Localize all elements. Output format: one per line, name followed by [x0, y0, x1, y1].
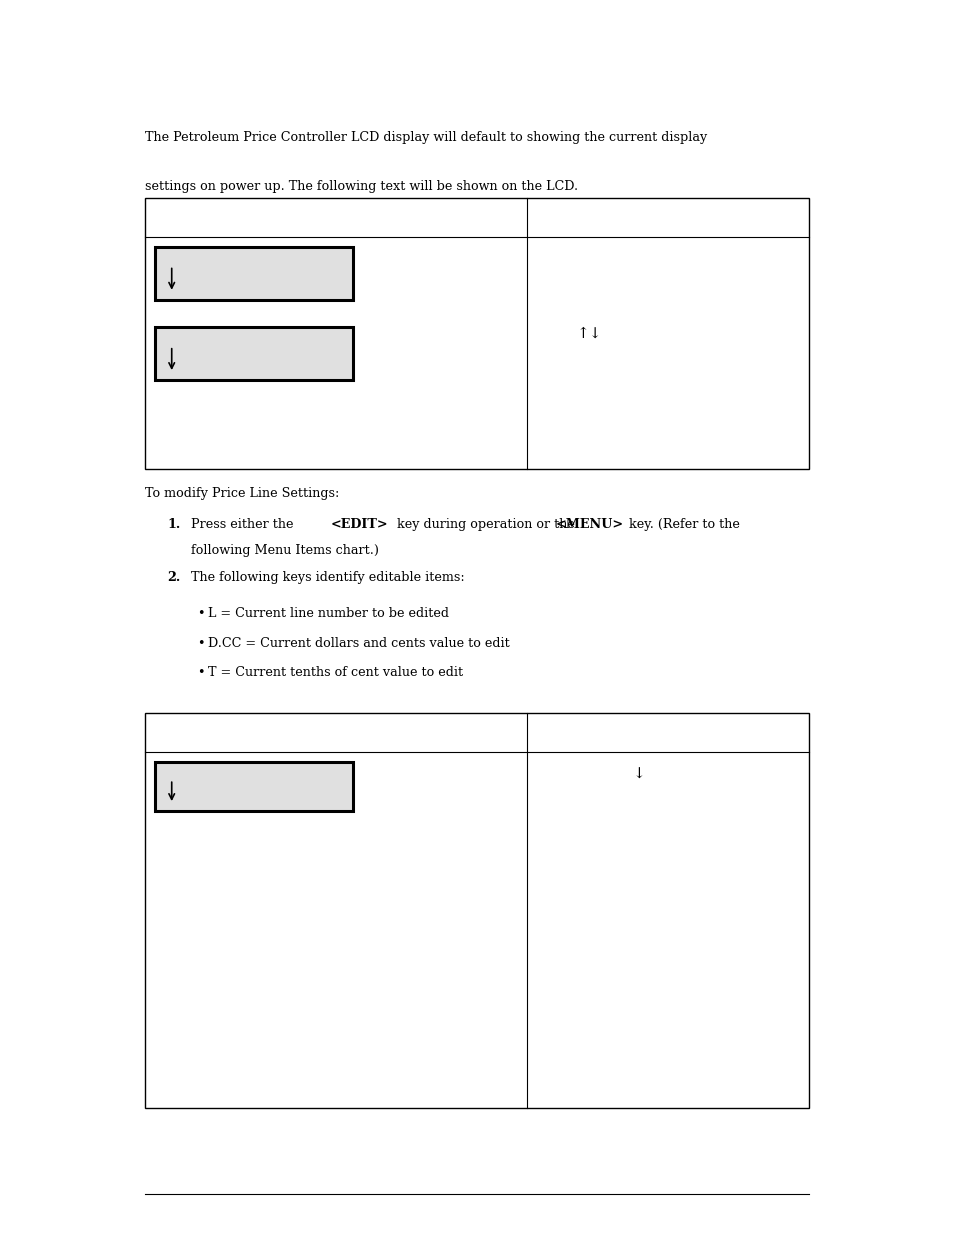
- Bar: [154, 762, 353, 811]
- Text: The Petroleum Price Controller LCD display will default to showing the current d: The Petroleum Price Controller LCD displ…: [145, 131, 706, 144]
- Text: D.CC = Current dollars and cents value to edit: D.CC = Current dollars and cents value t…: [208, 636, 509, 650]
- Bar: [145, 713, 808, 1108]
- Text: L = Current line number to be edited: L = Current line number to be edited: [208, 606, 449, 620]
- Text: ↓: ↓: [632, 767, 645, 782]
- Text: <MENU>: <MENU>: [555, 517, 622, 531]
- Text: Press either the: Press either the: [191, 517, 297, 531]
- Bar: [154, 327, 353, 380]
- Text: 2.: 2.: [167, 571, 180, 584]
- Text: <EDIT>: <EDIT>: [331, 517, 388, 531]
- Bar: [154, 247, 353, 300]
- Text: •: •: [197, 606, 205, 620]
- Text: The following keys identify editable items:: The following keys identify editable ite…: [191, 571, 464, 584]
- Text: ↑↓: ↑↓: [577, 326, 601, 341]
- Text: key during operation or the: key during operation or the: [393, 517, 578, 531]
- Text: following Menu Items chart.): following Menu Items chart.): [191, 543, 378, 557]
- Text: key. (Refer to the: key. (Refer to the: [624, 517, 739, 531]
- Text: •: •: [197, 666, 205, 679]
- Text: 1.: 1.: [167, 517, 180, 531]
- Bar: [145, 198, 808, 469]
- Text: settings on power up. The following text will be shown on the LCD.: settings on power up. The following text…: [145, 179, 578, 193]
- Text: T = Current tenths of cent value to edit: T = Current tenths of cent value to edit: [208, 666, 462, 679]
- Text: •: •: [197, 636, 205, 650]
- Text: To modify Price Line Settings:: To modify Price Line Settings:: [145, 487, 339, 500]
